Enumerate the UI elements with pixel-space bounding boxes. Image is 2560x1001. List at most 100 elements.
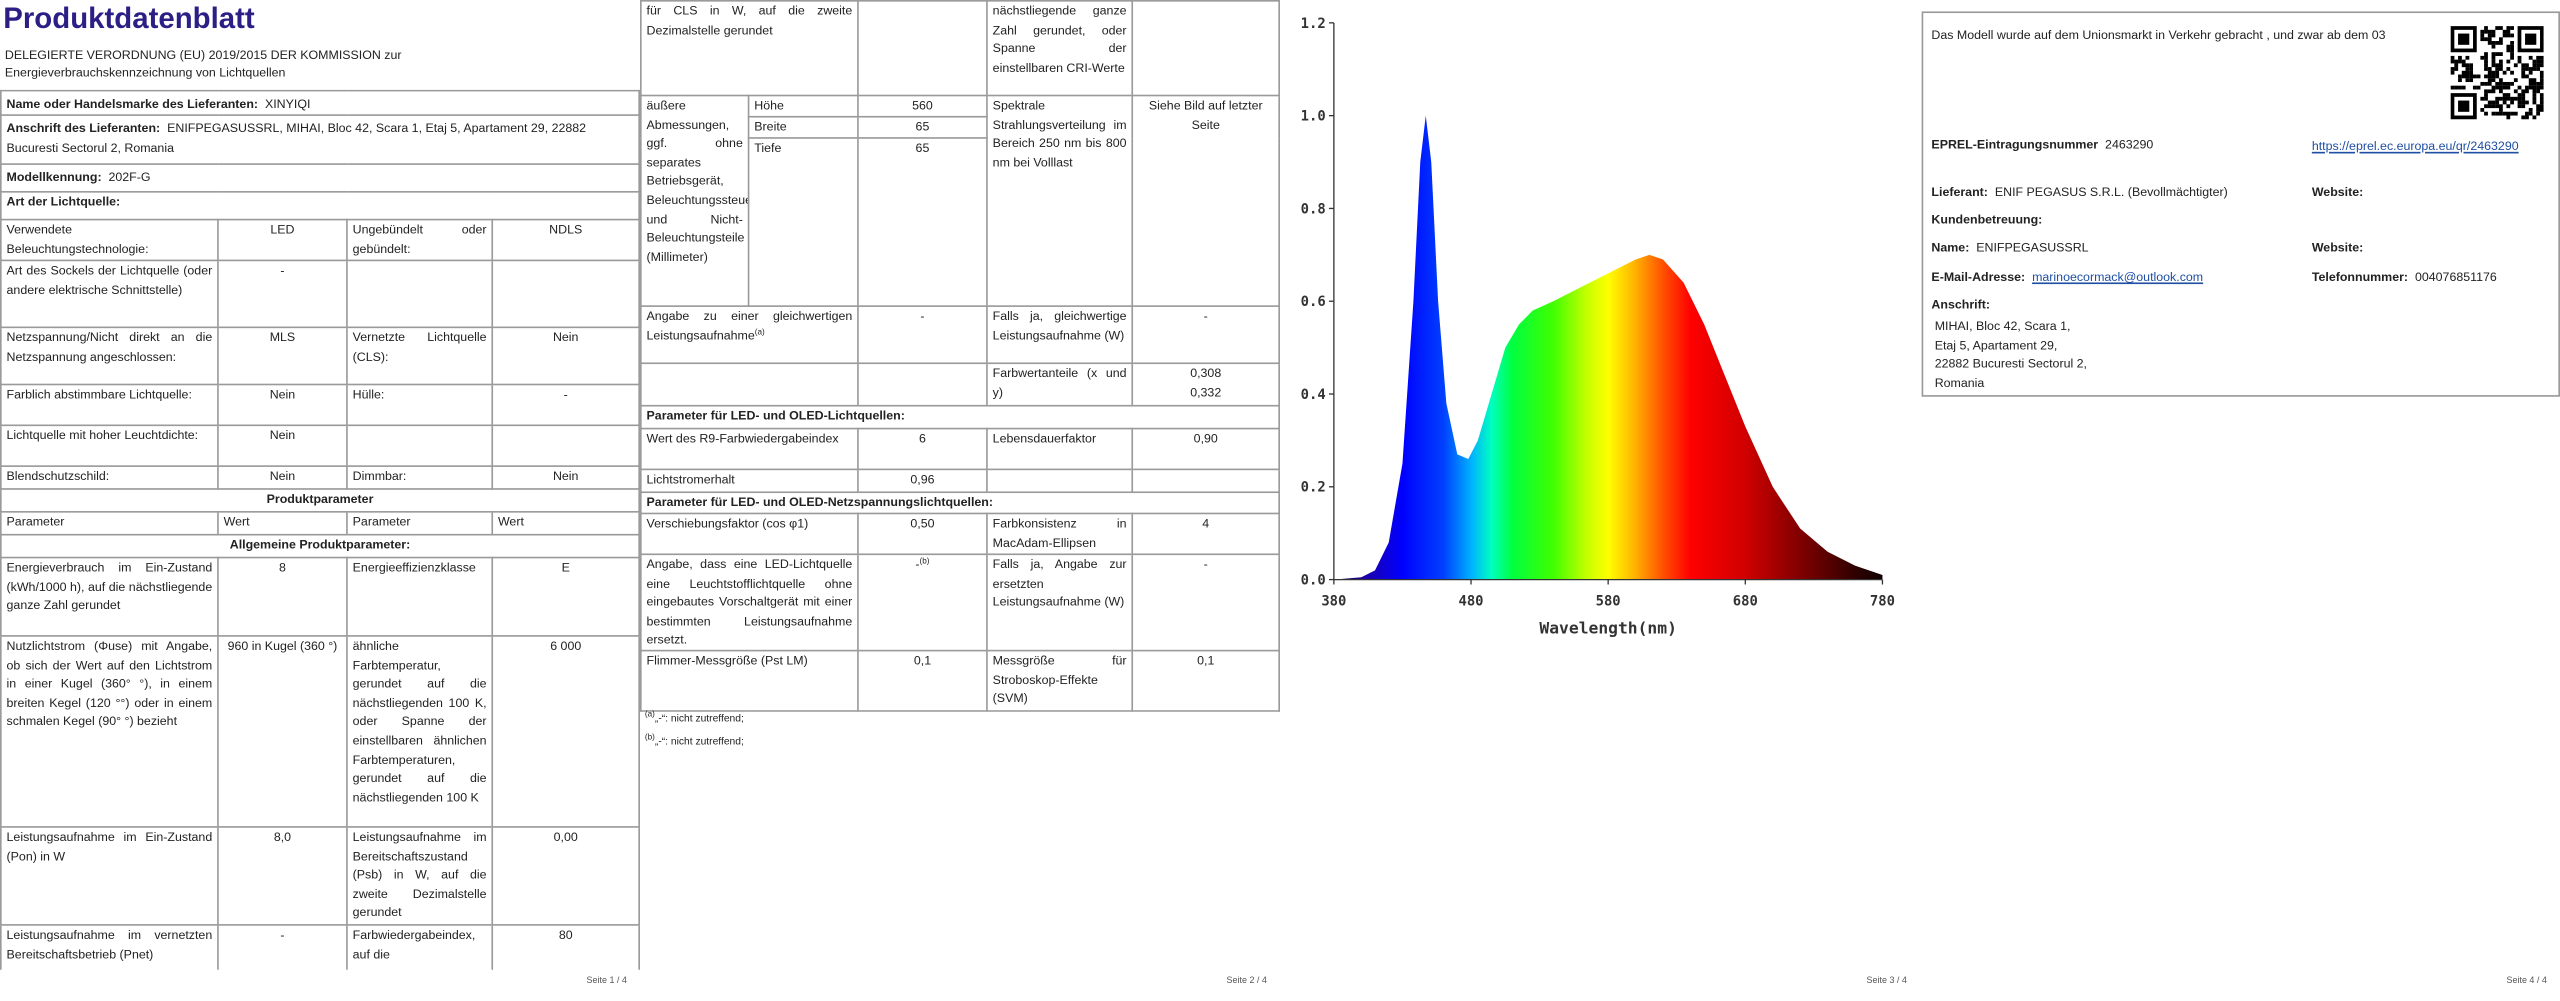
cell: Lichtstromerhalt <box>639 468 859 494</box>
table-row: Name oder Handelsmarke des Lieferanten: … <box>0 89 640 116</box>
qr-module <box>2495 52 2500 56</box>
y-tick-label: 0.2 <box>1301 480 1326 496</box>
qr-module <box>2476 74 2481 79</box>
cell: Verschiebungsfaktor (cos φ1) <box>639 512 859 556</box>
email-link[interactable]: marinoecormack@outlook.com <box>2032 269 2204 285</box>
qr-module <box>2498 59 2503 64</box>
qr-module <box>2465 78 2470 83</box>
cell-text: Vernetzte Lichtquelle (CLS): <box>352 329 487 364</box>
value: ENIF PEGASUS S.R.L. (Bevollmächtigter) <box>1994 184 2228 200</box>
table-row: Parameter für LED- und OLED-Netzspannung… <box>639 491 1280 515</box>
page-3: 0.0 0.2 0.4 0.6 0.8 1.0 1.2 380 480 580 680 780 Wave… <box>1280 0 1920 1001</box>
table-row: Angabe, dass eine LED-Lichtquelle eine L… <box>639 553 1280 652</box>
table-row: Parameter Wert Parameter Wert <box>0 511 640 536</box>
qr-module <box>2536 59 2541 64</box>
qr-module <box>2536 104 2541 109</box>
qr-module <box>2484 67 2488 71</box>
cell <box>346 424 494 467</box>
qr-module <box>2491 100 2496 105</box>
qr-module <box>2458 59 2462 64</box>
qr-module <box>2498 111 2503 116</box>
qr-module <box>2517 96 2522 101</box>
label: Name oder Handelsmarke des Lieferanten: <box>6 96 259 112</box>
qr-module <box>2536 89 2541 94</box>
qr-module <box>2506 48 2511 53</box>
qr-module <box>2491 44 2496 49</box>
qr-module <box>2495 96 2500 101</box>
label: Kundenbetreuung: <box>1931 212 2043 227</box>
qr-module <box>2469 74 2474 79</box>
table-row: Lichtstromerhalt 0,96 <box>639 468 1280 494</box>
qr-module <box>2539 104 2544 109</box>
qr-module <box>2539 96 2544 101</box>
cell-text: Art des Sockels der Lichtquelle (oder an… <box>6 262 213 297</box>
qr-module <box>2458 85 2462 90</box>
table-row: Verwendete Beleuchtungstechnologie: LED Un… <box>0 218 640 262</box>
qr-module <box>2461 63 2466 68</box>
qr-module <box>2539 74 2544 79</box>
qr-module <box>2525 89 2529 94</box>
qr-module <box>2461 70 2466 75</box>
cell: Dimmbar: <box>346 465 494 490</box>
qr-module <box>2506 26 2511 30</box>
qr-module <box>2506 29 2511 34</box>
label: EPREL-Eintragungsnummer <box>1931 137 2099 152</box>
cell: Siehe Bild auf letzter Seite <box>1131 94 1280 307</box>
qr-module <box>2525 115 2529 120</box>
value: 004076851176 <box>2414 269 2497 285</box>
qr-module <box>2532 81 2537 86</box>
cell-text: Wert <box>223 514 250 529</box>
label: Website: <box>2311 239 2364 255</box>
qr-module <box>2491 33 2496 38</box>
cell-text: 4 <box>1202 515 1210 531</box>
cell-text: NDLS <box>549 222 583 237</box>
cell: - <box>857 305 988 365</box>
qr-module <box>2506 85 2511 90</box>
qr-module <box>2528 85 2533 90</box>
address-line: Romania <box>1934 375 1985 390</box>
cell-text: Breite <box>754 119 787 134</box>
product-table: für CLS in W, auf die zweite Dezimalstel… <box>639 0 1280 712</box>
qr-module <box>2521 100 2526 105</box>
eprel-row: EPREL-Eintragungsnummer 2463290 <box>1931 137 2153 152</box>
address-line: Etaj 5, Apartament 29, <box>1934 337 2058 352</box>
qr-module <box>2532 93 2537 97</box>
qr-module <box>2484 104 2488 109</box>
table-row: Tiefe 65 <box>641 137 1279 307</box>
qr-module <box>2502 70 2507 75</box>
qr-module <box>2525 100 2529 105</box>
cell-text: 8 <box>278 559 286 575</box>
cell-text: 6 000 <box>550 638 582 654</box>
x-tick-label: 780 <box>1870 594 1895 610</box>
cell: Farbkonsistenz in MacAdam-Ellipsen <box>986 512 1134 556</box>
qr-module <box>2528 111 2533 116</box>
cell-text: 0,96 <box>910 471 935 487</box>
cell: Anschrift des Lieferanten: ENIFPEGASUSSR… <box>0 114 640 165</box>
qr-module <box>2487 81 2492 86</box>
cell-text: Leistungsaufnahme im vernetzten Bereitsc… <box>6 927 213 961</box>
cell-text: nächstliegende ganze Zahl gerundet, oder… <box>992 3 1127 75</box>
cell: - <box>491 383 640 427</box>
qr-module <box>2469 78 2474 83</box>
cell <box>491 259 640 329</box>
qr-module <box>2484 93 2488 97</box>
cell-text: Spektrale Strahlungsverteilung im Bereic… <box>992 97 1127 170</box>
cell: Lebensdauerfaktor <box>986 427 1134 471</box>
qr-module <box>2506 111 2511 116</box>
value: ENIFPEGASUSSRL <box>1976 239 2089 255</box>
eprel-link[interactable]: https://eprel.ec.europa.eu/qr/2463290 <box>2311 138 2519 154</box>
qr-module <box>2498 63 2503 68</box>
cell-text: Farblich abstimmbare Lichtquelle: <box>6 386 192 402</box>
name-row: Name: ENIFPEGASUSSRL <box>1931 240 2088 255</box>
qr-module <box>2495 111 2500 116</box>
cell-text: 8,0 <box>273 829 292 845</box>
cell-text: Angabe zu einer gleichwertigen Leistungs… <box>646 308 853 343</box>
cell: Energieverbrauch im Ein-Zustand (kWh/100… <box>0 556 219 637</box>
cell-text: Tiefe <box>754 140 782 156</box>
qr-module <box>2484 63 2488 68</box>
cell-text: Nein <box>269 386 296 402</box>
cell: Nein <box>217 424 348 467</box>
y-tick-label: 1.2 <box>1301 16 1326 32</box>
cell: 0,50 <box>857 512 988 556</box>
cell: 960 in Kugel (360 °) <box>217 635 348 828</box>
